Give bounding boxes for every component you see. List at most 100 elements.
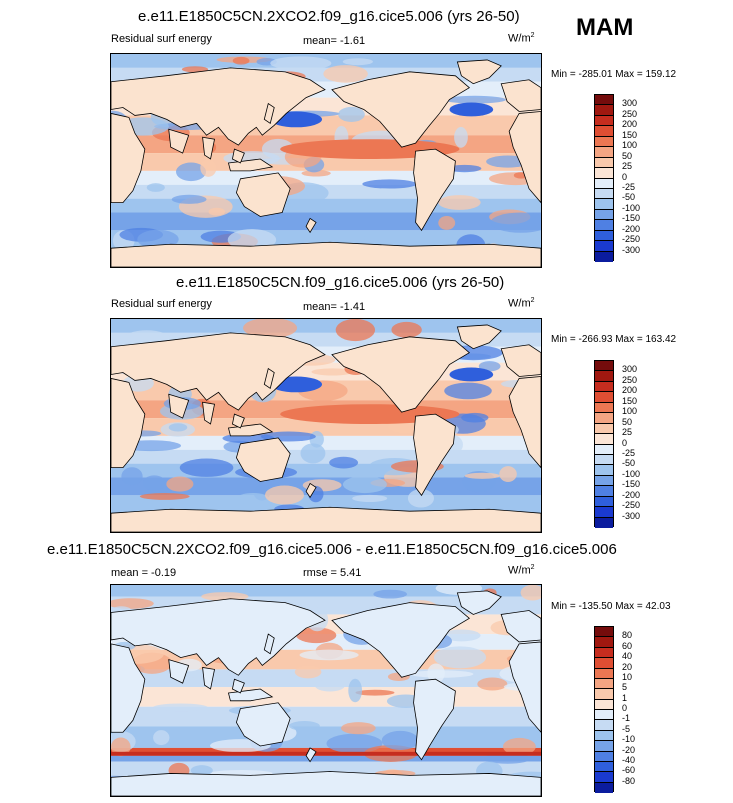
field-blob xyxy=(433,646,487,669)
colorbar-tick-label: -40 xyxy=(622,754,636,765)
land-mass xyxy=(305,482,317,499)
field-blob xyxy=(168,423,188,432)
colorbar-box xyxy=(595,730,613,742)
colorbar-box xyxy=(595,95,613,106)
panel-2-title: e.e11.E1850C5CN.f09_g16.cice5.006 (yrs 2… xyxy=(176,274,505,291)
colorbar-box xyxy=(595,136,613,148)
colorbar-box xyxy=(595,658,613,669)
land-mass xyxy=(235,172,291,217)
colorbar-box xyxy=(595,126,613,137)
colorbar-box xyxy=(595,517,613,528)
field-blob xyxy=(341,722,376,735)
colorbar-tick-label: 25 xyxy=(622,427,633,438)
field-blob xyxy=(444,382,492,400)
field-blob xyxy=(236,492,270,505)
land-mass xyxy=(263,367,275,389)
panel-1-mean-label: mean= -1.61 xyxy=(303,35,366,47)
land-mass xyxy=(111,598,326,676)
map-svg xyxy=(111,585,541,796)
colorbar-tick-label: -20 xyxy=(622,744,636,755)
land-mass xyxy=(111,67,326,146)
colorbar-box xyxy=(595,782,613,793)
field-blob xyxy=(352,494,388,502)
field-blob xyxy=(288,721,320,731)
land-mass xyxy=(202,401,215,425)
land-mass xyxy=(331,336,471,413)
colorbar-box xyxy=(595,157,613,169)
colorbar-box xyxy=(595,230,613,242)
southern-ocean-band xyxy=(111,751,541,756)
colorbar-box xyxy=(595,689,613,700)
field-blob xyxy=(490,212,541,233)
land-mass xyxy=(305,747,317,763)
field-blob xyxy=(243,319,298,339)
colorbar-tick-label: 100 xyxy=(622,140,638,151)
colorbar-box xyxy=(595,486,613,497)
ocean-band xyxy=(111,585,541,597)
field-blob xyxy=(342,476,387,494)
colorbar-box xyxy=(595,465,613,476)
land-mass xyxy=(231,148,245,164)
colorbar-tick-label: 1 xyxy=(622,692,628,703)
land-mass xyxy=(500,610,541,643)
colorbar-box xyxy=(595,720,613,731)
colorbar-tick-label: 200 xyxy=(622,385,638,396)
panel-1-title: e.e11.E1850C5CN.2XCO2.f09_g16.cice5.006 … xyxy=(138,8,520,25)
field-blob xyxy=(175,162,207,182)
colorbar-box xyxy=(595,699,613,710)
field-blob xyxy=(153,730,170,746)
field-blob xyxy=(348,678,363,703)
ocean-band xyxy=(111,449,541,464)
land-mass xyxy=(111,332,326,411)
panel-3-title: e.e11.E1850C5CN.2XCO2.f09_g16.cice5.006 … xyxy=(47,541,617,558)
panel-3-units: W/m2 xyxy=(508,564,535,577)
land-mass xyxy=(508,376,541,469)
colorbar-tick-label: -150 xyxy=(622,213,641,224)
field-blob xyxy=(502,737,536,756)
land-mass xyxy=(508,111,541,204)
colorbar-box xyxy=(595,115,613,127)
field-blob xyxy=(190,765,213,776)
field-blob xyxy=(299,649,359,661)
map-svg xyxy=(111,319,541,532)
land-mass xyxy=(456,59,502,85)
field-blob xyxy=(121,467,143,486)
field-blob xyxy=(342,58,373,66)
colorbar-box xyxy=(595,507,613,518)
field-blob xyxy=(478,361,501,372)
ocean-band xyxy=(111,319,541,333)
land-mass xyxy=(168,393,190,419)
land-mass xyxy=(413,678,456,761)
colorbar-box xyxy=(595,251,613,262)
panel-1-units: W/m2 xyxy=(508,32,535,45)
field-blob xyxy=(326,733,383,754)
field-blob xyxy=(200,159,217,177)
field-blob xyxy=(373,589,408,599)
land-mass xyxy=(202,666,215,690)
colorbar-box xyxy=(595,199,613,210)
field-blob xyxy=(438,215,456,230)
colorbar-box xyxy=(595,371,613,382)
panel-3-minmax: Min = -135.50 Max = 42.03 xyxy=(551,601,671,612)
colorbar-box xyxy=(595,220,613,231)
colorbar-tick-label: 80 xyxy=(622,630,633,641)
colorbar-tick-label: 50 xyxy=(622,416,633,427)
colorbar-box xyxy=(595,444,613,455)
colorbar-tick-label: -150 xyxy=(622,479,641,490)
land-mass xyxy=(500,79,541,112)
field-blob xyxy=(270,56,332,71)
colorbar-box xyxy=(595,496,613,508)
field-blob xyxy=(142,475,167,491)
colorbar-tick-label: 10 xyxy=(622,671,633,682)
colorbar-tick-label: 5 xyxy=(622,682,628,693)
field-blob xyxy=(407,489,434,508)
colorbar-box xyxy=(595,772,613,783)
panel-2-variable-label: Residual surf energy xyxy=(111,298,212,310)
field-blob xyxy=(139,492,190,500)
land-mass xyxy=(331,602,471,678)
panel-3-rmse-label: rmse = 5.41 xyxy=(303,567,362,579)
colorbar-box xyxy=(595,637,613,648)
colorbar-tick-label: -25 xyxy=(622,181,636,192)
map-svg xyxy=(111,54,541,267)
field-blob xyxy=(443,95,507,104)
